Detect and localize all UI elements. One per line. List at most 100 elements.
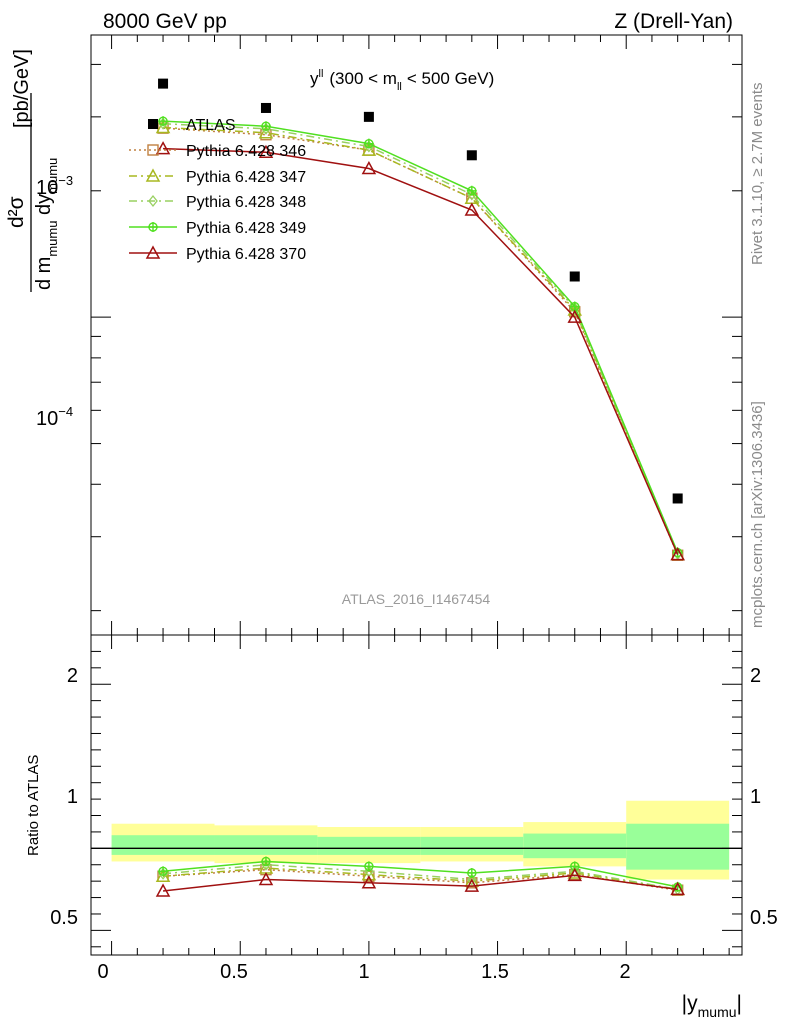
main-series-5-point: [567, 309, 583, 323]
ratio-series-layer: [155, 856, 685, 897]
ratio-series-4-point-cross: [260, 856, 271, 867]
ratio-panel: 2 1 0.5 2 1 0.5 0 0.5 1 1.5 2 Ratio to A…: [25, 634, 778, 1020]
xlabel: |ymumu|: [682, 992, 742, 1020]
legend: ATLAS Pythia 6.428 346 Pythia 6.428 347 …: [129, 117, 306, 263]
main-series-5-point: [258, 144, 274, 159]
main-series-0-point: [158, 78, 169, 89]
legend-marker-346: [129, 144, 177, 156]
main-series-4-point: [158, 116, 169, 127]
legend-symbol-0: [148, 119, 158, 129]
legend-marker-atlas: [148, 119, 158, 129]
legend-marker-349: [129, 222, 177, 232]
main-series-4-point: [363, 138, 374, 149]
ratio-series-4-point: [466, 867, 477, 878]
ratio-series-2-point: [361, 867, 377, 881]
ratio-ytick-label-05-left: 0.5: [50, 907, 78, 929]
main-series-4-point: [466, 185, 477, 196]
ratio-inner-band: [111, 835, 215, 855]
main-series-2-line: [163, 126, 679, 555]
panel-title: yll (300 < mll < 500 GeV): [310, 68, 494, 93]
legend-label-347: Pythia 6.428 347: [186, 169, 306, 186]
legend-entry-348: Pythia 6.428 348: [129, 194, 306, 211]
ratio-inner-band: [317, 836, 421, 855]
ratio-inner-band: [523, 833, 627, 859]
main-series-5-point: [464, 202, 480, 216]
ratio-frame: [90, 634, 743, 956]
ratio-series-5-point: [670, 881, 685, 896]
legend-entry-atlas: ATLAS: [148, 117, 236, 134]
ratio-series-4-line: [162, 860, 678, 888]
main-series-5-point: [155, 141, 171, 155]
main-series-4-line: [163, 120, 679, 553]
ratio-series-5-line: [162, 874, 678, 892]
legend-symbol-4: [148, 222, 158, 232]
rivet-side-label: Rivet 3.1.10, ≥ 2.7M events: [749, 83, 766, 266]
ratio-ytick-label-1-right: 1: [750, 786, 761, 808]
main-axis-ticks: [91, 35, 742, 635]
legend-entry-347: Pythia 6.428 347: [129, 168, 306, 186]
main-series-0-point: [672, 493, 683, 504]
legend-symbol-5: [145, 245, 161, 259]
main-panel: 10−3 10−4 yll (300 < mll < 500 GeV) ATLAS_…: [5, 34, 743, 636]
main-series-4-point: [260, 121, 271, 132]
ratio-series-5-point: [567, 867, 583, 882]
ratio-axis-ticks: [91, 635, 742, 955]
ratio-series-3-point: [158, 867, 168, 880]
ylabel-numerator: d²σ: [5, 196, 28, 228]
mcplots-side-label: mcplots.cern.ch [arXiv:1306.3436]: [749, 401, 766, 628]
ratio-series-4-point-cross: [363, 861, 374, 872]
main-series-2-point: [361, 142, 377, 156]
legend-label-atlas: ATLAS: [186, 117, 236, 134]
main-series-0-point: [260, 102, 271, 113]
ratio-series-2-line: [162, 867, 678, 891]
legend-entry-346: Pythia 6.428 346: [129, 143, 306, 160]
ratio-series-5-point: [155, 883, 171, 897]
main-series-4-point-cross: [260, 121, 271, 132]
xtick-label-1: 1: [358, 961, 369, 983]
legend-label-349: Pythia 6.428 349: [186, 220, 306, 237]
main-series-5-line: [163, 147, 679, 555]
main-series-5-point: [361, 160, 377, 175]
ytick-label-1e-3: 10−3: [36, 173, 73, 199]
legend-marker-347: [129, 168, 177, 182]
legend-symbol-3: [148, 194, 158, 208]
legend-symbol-4-cross: [148, 222, 158, 232]
legend-marker-370: [129, 245, 177, 259]
main-series-2-point: [155, 119, 171, 134]
legend-label-348: Pythia 6.428 348: [186, 194, 306, 211]
header-right: Z (Drell-Yan): [614, 10, 733, 33]
xtick-label-1.5: 1.5: [481, 961, 509, 983]
ratio-series-4-point: [158, 866, 169, 877]
main-series-0-point: [466, 150, 477, 161]
ratio-inner-band: [626, 823, 730, 870]
ratio-ytick-label-2-right: 2: [750, 665, 761, 687]
main-series-1-line: [162, 127, 679, 556]
ratio-inner-band: [420, 836, 524, 855]
ratio-series-3-point: [261, 858, 271, 871]
header-left: 8000 GeV pp: [103, 10, 227, 33]
main-series-0-point: [569, 271, 580, 282]
legend-entry-349: Pythia 6.428 349: [129, 220, 306, 237]
main-series-layer: [155, 78, 685, 561]
ylabel-denominator: d mmumu dymumu: [33, 158, 60, 290]
ylabel-unit: [pb/GeV]: [11, 49, 33, 128]
legend-label-370: Pythia 6.428 370: [186, 246, 306, 263]
legend-symbol-1: [147, 144, 159, 156]
main-series-0-point: [363, 111, 374, 122]
ratio-series-4-point: [363, 861, 374, 872]
ratio-series-1-line: [162, 868, 678, 891]
legend-entry-370: Pythia 6.428 370: [129, 245, 306, 263]
main-series-2-point: [258, 125, 274, 139]
main-ylabel: d²σ d mmumu dymumu [pb/GeV]: [5, 49, 60, 292]
ratio-series-3-point: [466, 873, 477, 886]
ratio-series-3-line: [162, 863, 678, 891]
ratio-series-4-point-cross: [158, 866, 169, 877]
ratio-ylabel: Ratio to ATLAS: [25, 755, 42, 856]
legend-marker-348: [129, 194, 177, 208]
legend-symbol-2: [145, 168, 161, 182]
main-series-4-point-cross: [363, 138, 374, 149]
xtick-label-0.5: 0.5: [220, 961, 248, 983]
legend-label-346: Pythia 6.428 346: [186, 143, 306, 160]
xtick-label-0: 0: [97, 961, 108, 983]
